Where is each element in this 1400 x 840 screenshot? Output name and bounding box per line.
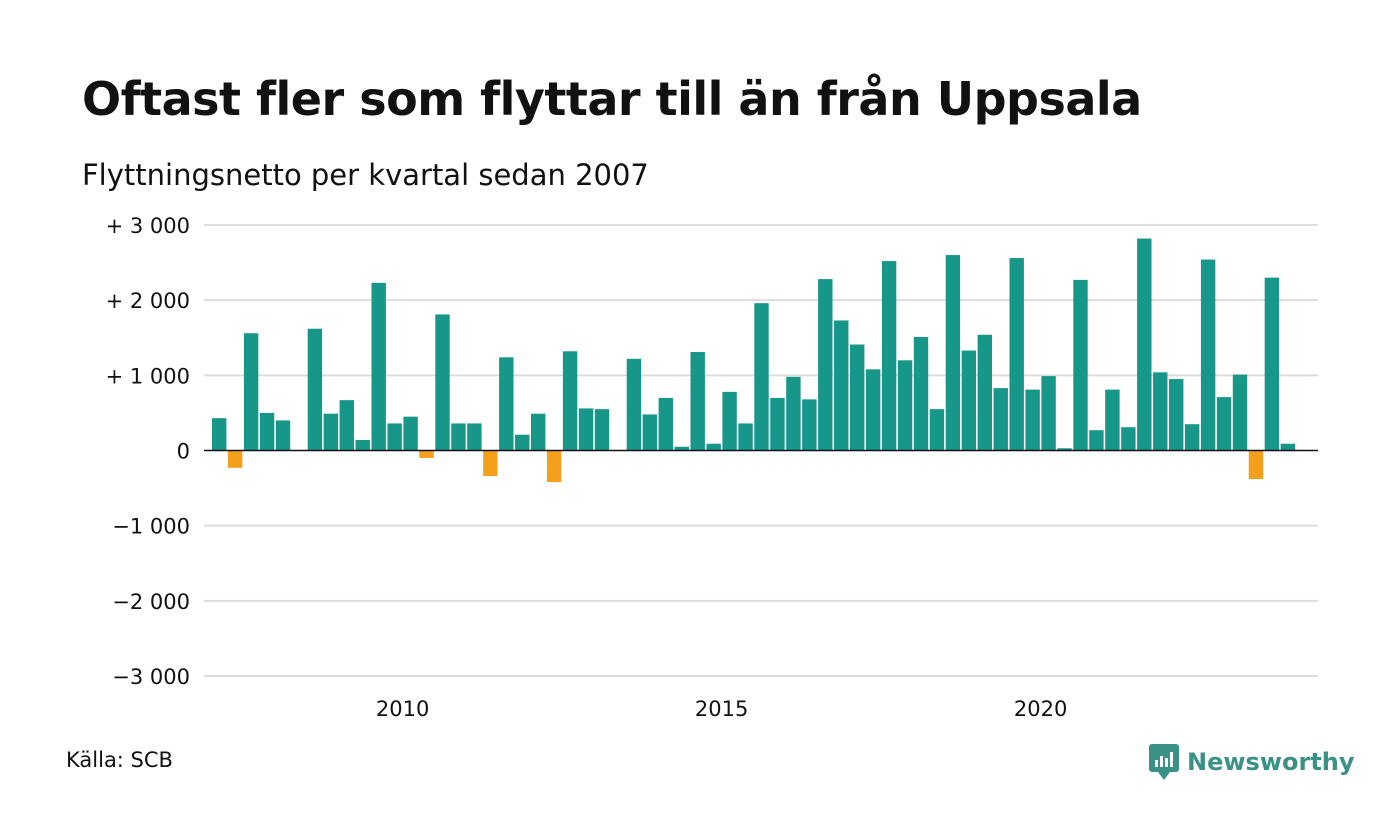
axes: + 3 000 + 2 000 + 1 000 0 −1 000 −2 000 −3 000… xyxy=(106,214,1318,721)
bar-2012-q3 xyxy=(562,351,578,451)
bar-2007-q3 xyxy=(243,333,259,451)
bar-2017-q1 xyxy=(850,344,865,451)
bar-2023-q1 xyxy=(1232,374,1248,451)
bar-2022-q1 xyxy=(1169,379,1184,451)
bar-2021-q1 xyxy=(1105,389,1120,451)
bar-2011-q3 xyxy=(499,357,514,451)
x-tick-label: 2010 xyxy=(376,697,429,721)
bar-2016-q1 xyxy=(786,376,801,451)
bar-2019-q4 xyxy=(1025,389,1040,451)
bar-2012-q4 xyxy=(578,408,594,451)
bar-2009-q2 xyxy=(355,439,370,451)
bar-2020-q3 xyxy=(1073,279,1088,451)
bar-2020-q4 xyxy=(1089,430,1104,451)
bar-2012-q2 xyxy=(546,450,562,483)
bar-2022-q2 xyxy=(1184,424,1200,451)
y-tick-label: −3 000 xyxy=(112,665,190,689)
bar-2015-q1 xyxy=(722,391,737,451)
bar-chart: + 3 000 + 2 000 + 1 000 0 −1 000 −2 000 −3 000… xyxy=(106,214,1318,721)
bar-2016-q3 xyxy=(818,279,833,451)
bar-2017-q3 xyxy=(881,261,897,451)
chart-subtitle: Flyttningsnetto per kvartal sedan 2007 xyxy=(82,158,649,192)
bar-2017-q2 xyxy=(865,369,881,451)
y-tick-label: 0 xyxy=(177,440,190,464)
bar-2012-q1 xyxy=(531,413,546,451)
bar-2009-q1 xyxy=(339,400,354,451)
y-tick-label: −2 000 xyxy=(112,590,190,614)
bar-2022-q4 xyxy=(1216,397,1232,451)
bar-2021-q2 xyxy=(1121,427,1136,451)
y-tick-label: + 1 000 xyxy=(106,364,190,388)
bar-2008-q3 xyxy=(307,328,323,451)
y-tick-label: −1 000 xyxy=(112,515,190,539)
x-tick-label: 2015 xyxy=(695,697,748,721)
y-tick-label: + 3 000 xyxy=(106,214,190,238)
bar-2011-q1 xyxy=(467,423,482,451)
bar-2010-q2 xyxy=(419,450,434,459)
brand-name: Newsworthy xyxy=(1187,748,1355,776)
bar-2011-q4 xyxy=(515,434,530,451)
bar-2018-q4 xyxy=(961,350,977,451)
bar-2008-q1 xyxy=(275,420,291,451)
bar-2016-q4 xyxy=(834,320,849,451)
bar-2009-q3 xyxy=(371,282,386,451)
bar-2021-q3 xyxy=(1137,238,1152,451)
bar-2022-q3 xyxy=(1200,259,1216,451)
x-tick-label: 2020 xyxy=(1014,697,1067,721)
bar-2018-q1 xyxy=(913,336,929,451)
bar-2016-q2 xyxy=(802,399,817,451)
bars xyxy=(212,238,1296,483)
bar-2007-q2 xyxy=(227,450,243,468)
bar-2018-q2 xyxy=(929,409,945,451)
bar-2023-q2 xyxy=(1248,450,1264,480)
bar-2014-q2 xyxy=(674,446,689,451)
bar-2009-q4 xyxy=(387,423,402,451)
bar-2015-q3 xyxy=(754,303,769,451)
chart-title: Oftast fler som flyttar till än från Upp… xyxy=(82,72,1142,126)
bar-2011-q2 xyxy=(483,450,498,477)
y-tick-label: + 2 000 xyxy=(106,289,190,313)
bar-2013-q1 xyxy=(594,409,610,451)
bar-2019-q2 xyxy=(993,388,1008,451)
bar-2010-q4 xyxy=(451,423,466,451)
bar-2015-q4 xyxy=(770,397,785,451)
bar-2017-q4 xyxy=(897,360,913,451)
newsworthy-logo-icon xyxy=(1149,744,1179,780)
bar-2019-q3 xyxy=(1009,258,1024,451)
bar-2021-q4 xyxy=(1153,372,1168,451)
bar-2007-q1 xyxy=(212,418,227,451)
bar-2013-q3 xyxy=(626,358,642,451)
bar-2013-q4 xyxy=(642,414,658,451)
source-note: Källa: SCB xyxy=(66,748,173,772)
bar-2023-q3 xyxy=(1264,277,1280,451)
bar-2019-q1 xyxy=(977,334,992,451)
bar-2020-q1 xyxy=(1041,376,1056,451)
bar-2014-q4 xyxy=(706,443,721,451)
bar-2007-q4 xyxy=(259,412,275,451)
brand-logo: Newsworthy xyxy=(1148,742,1355,782)
bar-2010-q1 xyxy=(403,416,418,451)
bar-2023-q4 xyxy=(1280,443,1296,451)
bar-2015-q2 xyxy=(738,423,753,451)
bar-2008-q4 xyxy=(323,413,339,451)
bar-2014-q1 xyxy=(658,397,673,451)
bar-2010-q3 xyxy=(435,314,450,451)
bar-2020-q2 xyxy=(1057,448,1072,451)
bar-2018-q3 xyxy=(945,255,961,451)
bar-2014-q3 xyxy=(690,352,705,451)
